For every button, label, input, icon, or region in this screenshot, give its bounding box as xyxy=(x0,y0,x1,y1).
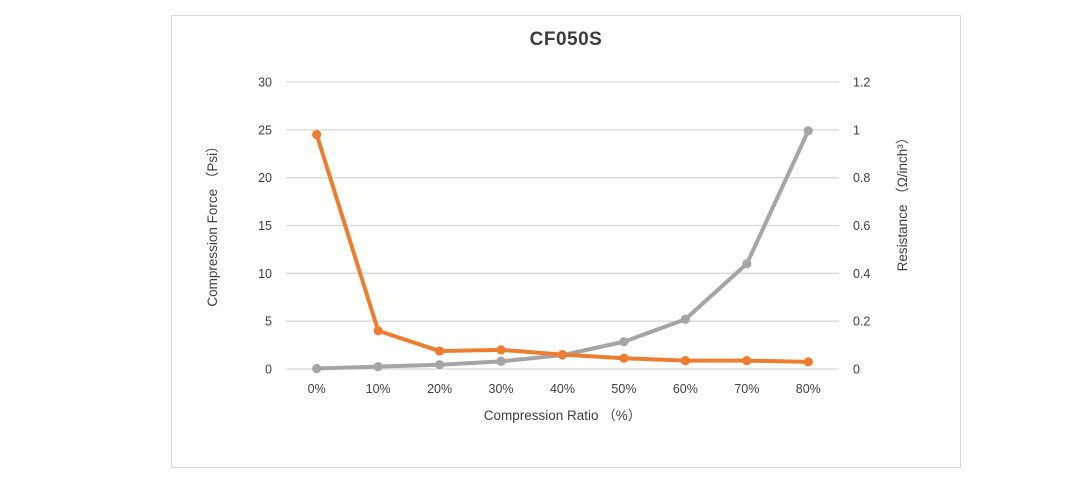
data-point-marker xyxy=(619,353,629,363)
x-axis-tick-label: 30% xyxy=(489,382,514,396)
data-point-marker xyxy=(373,326,383,336)
x-axis-tick-label: 10% xyxy=(366,382,391,396)
right-axis-tick-label: 1.2 xyxy=(853,76,870,90)
left-axis-tick-label: 25 xyxy=(258,123,272,137)
right-axis-tick-label: 0.4 xyxy=(853,267,870,281)
data-point-marker xyxy=(680,356,690,366)
data-point-marker xyxy=(742,259,752,269)
chart-frame: CF050S Compression Force （Psi） Resistanc… xyxy=(171,15,961,468)
data-point-marker xyxy=(312,363,322,374)
left-axis-tick-label: 30 xyxy=(258,76,272,90)
x-axis-tick-label: 20% xyxy=(427,382,452,396)
x-axis-tick-label: 80% xyxy=(796,382,821,396)
data-point-marker xyxy=(496,356,506,366)
data-point-marker xyxy=(435,346,445,356)
data-point-marker xyxy=(742,356,752,366)
right-axis-tick-label: 0.8 xyxy=(853,171,870,185)
x-axis-tick-label: 50% xyxy=(611,382,636,396)
left-axis-tick-label: 5 xyxy=(265,315,272,329)
right-axis-tick-label: 1 xyxy=(853,123,860,137)
data-point-marker xyxy=(803,357,813,367)
data-point-marker xyxy=(803,126,813,136)
right-axis-tick-label: 0.2 xyxy=(853,315,870,329)
left-axis-tick-label: 0 xyxy=(265,363,272,377)
data-point-marker xyxy=(680,314,690,324)
left-axis-tick-label: 15 xyxy=(258,219,272,233)
right-axis-tick-label: 0.6 xyxy=(853,219,870,233)
data-point-marker xyxy=(619,337,629,347)
chart-title: CF050S xyxy=(529,29,603,50)
data-point-marker xyxy=(312,130,322,140)
left-axis-tick-label: 20 xyxy=(258,171,272,185)
data-point-marker xyxy=(373,362,383,372)
right-axis-tick-label: 0 xyxy=(853,363,860,377)
data-point-marker xyxy=(435,360,445,370)
x-axis-tick-label: 70% xyxy=(734,382,759,396)
x-axis-tick-label: 60% xyxy=(673,382,698,396)
x-axis-tick-label: 0% xyxy=(308,382,326,396)
x-axis-title: Compression Ratio （%） xyxy=(483,408,642,423)
line-chart-plot-area: 0 0 5 0.2 10 0.4 15 0.6 20 0.8 25 1 30 1.2 0% 10% 20% 30%… xyxy=(258,76,870,397)
x-axis-tick-label: 40% xyxy=(550,382,575,396)
left-axis-tick-label: 10 xyxy=(258,267,272,281)
data-point-marker xyxy=(496,345,506,355)
series-line xyxy=(314,132,811,364)
data-point-marker xyxy=(557,350,568,360)
